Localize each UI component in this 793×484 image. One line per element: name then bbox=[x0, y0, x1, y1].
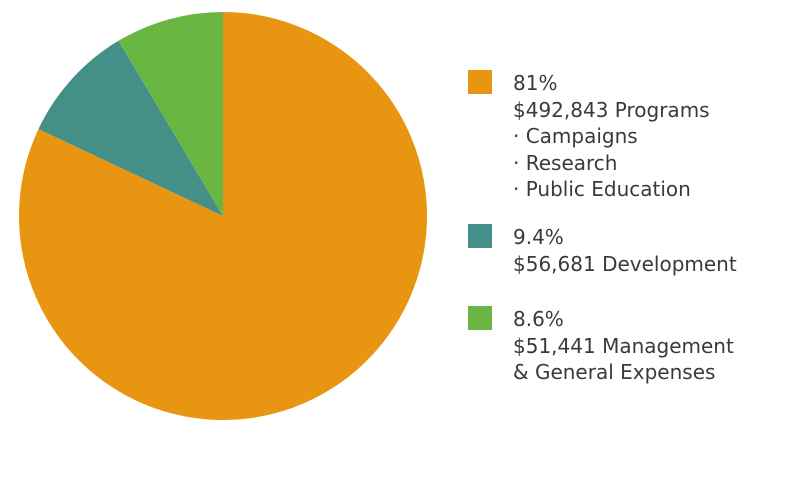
legend-percent-development: 9.4% bbox=[513, 225, 564, 249]
pie-slice-development bbox=[38, 40, 224, 216]
legend-swatch-development bbox=[468, 224, 492, 248]
legend-subitem-general-expenses: & General Expenses bbox=[513, 360, 716, 384]
legend-percent-programs: 81% bbox=[513, 71, 558, 95]
legend-text-programs: 81% $492,843 Programs · Campaigns · Rese… bbox=[513, 70, 710, 203]
legend-swatch-programs bbox=[468, 70, 492, 94]
legend-swatch-management bbox=[468, 306, 492, 330]
legend-amount-development: $56,681 Development bbox=[513, 251, 737, 276]
legend-text-management: 8.6% $51,441 Management & General Expens… bbox=[513, 306, 734, 386]
legend-subitem-campaigns: · Campaigns bbox=[513, 124, 638, 148]
legend-percent-management: 8.6% bbox=[513, 307, 564, 331]
pie-slice-programs bbox=[18, 12, 427, 420]
legend-text-development: 9.4% $56,681 Development bbox=[513, 224, 737, 277]
legend-subitem-public-education: · Public Education bbox=[513, 177, 691, 201]
legend-subitem-research: · Research bbox=[513, 150, 618, 175]
legend-amount-programs: $492,843 Programs bbox=[513, 97, 710, 122]
legend-amount-management: $51,441 Management bbox=[513, 333, 734, 358]
pie-slice-management bbox=[118, 12, 223, 216]
